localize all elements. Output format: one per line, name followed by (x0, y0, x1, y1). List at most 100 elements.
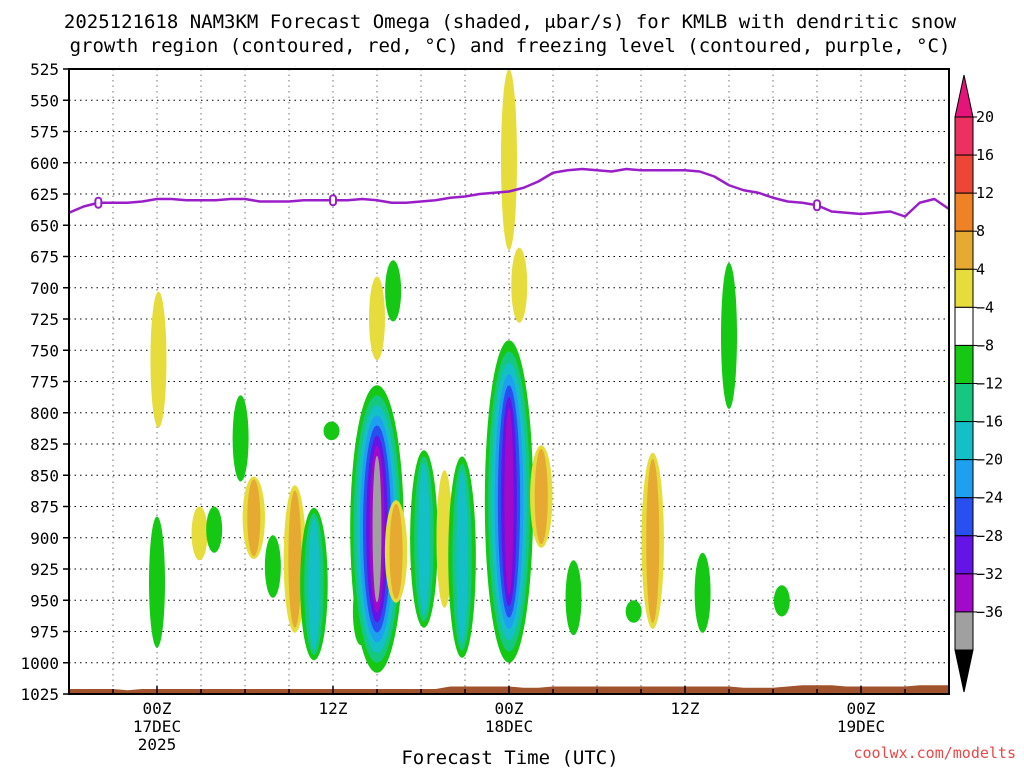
y-tick-label: 900 (30, 529, 59, 548)
omega-feature (232, 395, 249, 482)
freezing-level-label (813, 199, 821, 212)
y-tick-label: 975 (30, 623, 59, 642)
y-tick-label: 625 (30, 185, 59, 204)
omega-feature (385, 260, 402, 322)
colorbar-swatch (954, 497, 974, 537)
colorbar-label: 8 (976, 222, 985, 240)
y-tick-label: 700 (30, 279, 59, 298)
colorbar-label: 4 (976, 260, 985, 278)
x-tick-date: 17DEC (133, 717, 181, 736)
omega-feature (323, 421, 340, 441)
omega-feature (511, 247, 528, 323)
colorbar-swatch (954, 154, 974, 194)
omega-feature (625, 600, 642, 623)
y-tick-label: 875 (30, 498, 59, 517)
colorbar-swatch (954, 306, 974, 346)
colorbar-label: −4 (976, 298, 994, 316)
x-axis-title: Forecast Time (UTC) (401, 747, 618, 768)
x-tick-label: 12Z (319, 699, 348, 718)
y-tick-label: 575 (30, 123, 59, 142)
colorbar-swatch (954, 421, 974, 461)
colorbar-label: −16 (976, 413, 1003, 431)
x-tick-label: 00Z (847, 699, 876, 718)
omega-feature (534, 448, 548, 545)
colorbar-swatch (954, 268, 974, 308)
freezing-level-line (69, 167, 949, 218)
omega-feature (372, 455, 382, 603)
chart-title-line1: 2025121618 NAM3KM Forecast Omega (shaded… (64, 11, 957, 33)
omega-shading (149, 69, 790, 673)
omega-feature (308, 518, 320, 650)
y-tick-label: 800 (30, 404, 59, 423)
y-tick-label: 925 (30, 560, 59, 579)
omega-feature (206, 506, 223, 553)
colorbar-swatch (954, 192, 974, 232)
x-tick-label: 00Z (495, 699, 524, 718)
y-tick-label: 825 (30, 435, 59, 454)
y-tick-label: 725 (30, 310, 59, 329)
y-tick-label: 950 (30, 591, 59, 610)
colorbar-label: −8 (976, 336, 994, 354)
y-tick-label: 1025 (20, 685, 59, 704)
omega-feature (565, 560, 582, 636)
omega-feature (504, 407, 514, 596)
y-tick-label: 600 (30, 154, 59, 173)
colorbar-label: 12 (976, 184, 994, 202)
omega-feature (288, 490, 302, 628)
colorbar-label: 16 (976, 146, 994, 164)
freezing-level-label (329, 194, 337, 207)
omega-feature (247, 479, 261, 557)
omega-feature (369, 276, 385, 361)
freezing-level-label (94, 196, 103, 209)
omega-feature (264, 535, 281, 598)
omega-feature (773, 585, 790, 617)
omega-feature (418, 462, 430, 616)
chart-title-line2: growth region (contoured, red, °C) and f… (70, 35, 951, 57)
omega-feature (456, 470, 468, 644)
colorbar-label: −12 (976, 375, 1003, 393)
y-tick-label: 750 (30, 341, 59, 360)
colorbar-swatch (954, 344, 974, 384)
x-tick-year: 2025 (138, 735, 177, 754)
omega-feature (721, 262, 737, 409)
omega-feature (150, 291, 167, 428)
y-tick-label: 675 (30, 248, 59, 267)
x-tick-date: 18DEC (485, 717, 533, 736)
x-tick-label: 00Z (143, 699, 172, 718)
colorbar-label: −28 (976, 527, 1003, 545)
colorbar-label: −36 (976, 603, 1003, 621)
pressure-axis: 525 550 575 600 625 650 675 700 725 750 775 800 825 8… (20, 60, 69, 704)
colorbar-swatch (954, 611, 974, 651)
omega-feature (694, 552, 711, 633)
colorbar-swatch (954, 535, 974, 575)
colorbar-label: 20 (976, 108, 994, 126)
colorbar-label: −20 (976, 451, 1003, 469)
colorbar-label: −24 (976, 489, 1003, 507)
y-tick-label: 775 (30, 373, 59, 392)
colorbar-swatch (954, 230, 974, 270)
omega-feature (149, 516, 165, 648)
colorbar-label: −32 (976, 565, 1003, 583)
colorbar-swatch (954, 573, 974, 613)
omega-feature (646, 458, 660, 623)
colorbar-swatch (954, 116, 974, 156)
colorbar-swatch (954, 383, 974, 423)
colorbar-bottom-arrow (954, 649, 974, 693)
x-tick-date: 19DEC (837, 717, 885, 736)
credit-link[interactable]: coolwx.com/modelts (853, 744, 1016, 762)
omega-feature (501, 69, 517, 251)
x-tick-label: 12Z (671, 699, 700, 718)
freezing-level-layer (69, 167, 949, 218)
omega-colorbar: 20 16 12 8 4 −4 −8 −12 −16 −20 −24 −28 −32 −36 (954, 74, 1003, 693)
y-tick-label: 525 (30, 60, 59, 79)
y-tick-label: 850 (30, 466, 59, 485)
colorbar-top-arrow (954, 74, 974, 118)
y-tick-label: 550 (30, 91, 59, 110)
colorbar-swatch (954, 459, 974, 499)
omega-feature (191, 506, 208, 561)
y-tick-label: 1000 (20, 654, 59, 673)
omega-feature (389, 503, 403, 600)
y-tick-label: 650 (30, 216, 59, 235)
